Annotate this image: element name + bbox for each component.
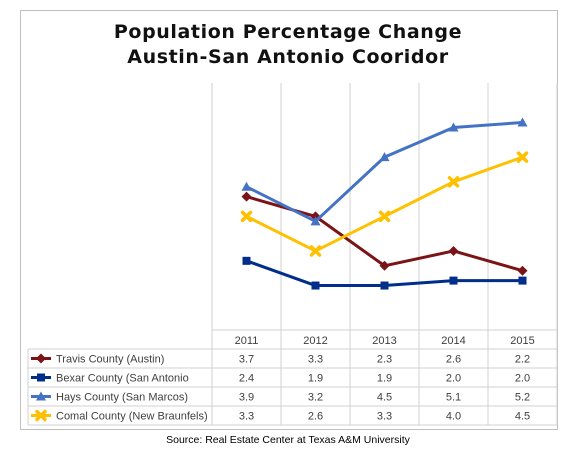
data-point [517, 117, 528, 127]
data-point-stroke [447, 176, 460, 188]
data-point [241, 191, 252, 202]
data-point-stroke [240, 210, 253, 223]
series-1 [242, 256, 527, 290]
data-point [379, 260, 390, 271]
category-label: 2014 [441, 335, 465, 347]
data-point [379, 152, 390, 162]
data-label: 2.4 [239, 373, 254, 385]
category-label: 2013 [372, 335, 396, 347]
series-line [245, 155, 524, 253]
legend-key [31, 409, 51, 422]
category-label: 2015 [510, 335, 534, 347]
category-label: 2011 [235, 335, 259, 347]
data-label: 2.3 [377, 354, 392, 366]
data-point [448, 122, 459, 132]
data-point-stroke [309, 245, 322, 257]
data-label: 3.3 [308, 354, 323, 366]
data-label: 3.7 [239, 354, 254, 366]
legend-label: Travis County (Austin) [56, 354, 164, 366]
data-label: 2.6 [308, 411, 323, 423]
data-point [36, 353, 46, 364]
data-point [447, 176, 460, 188]
data-label: 3.3 [377, 411, 392, 423]
title-line-2: Austin-San Antonio Cooridor [127, 46, 449, 68]
data-label: 5.2 [515, 392, 530, 404]
data-label: 4.0 [446, 411, 461, 423]
data-point-stroke [516, 151, 529, 163]
data-point [36, 391, 46, 401]
data-point [35, 409, 47, 422]
data-label: 5.1 [446, 392, 461, 404]
data-label: 2.0 [446, 373, 461, 385]
legend-key [31, 373, 51, 382]
title-line-1: Population Percentage Change [113, 21, 463, 43]
data-point [517, 265, 528, 276]
data-label: 1.9 [377, 373, 392, 385]
legend-label: Comal County (New Braunfels) [56, 411, 208, 423]
data-label: 1.9 [308, 373, 323, 385]
series-3 [240, 151, 529, 257]
data-label: 3.3 [239, 411, 254, 423]
data-point [378, 210, 391, 223]
data-point [518, 276, 527, 285]
legend-key [31, 353, 51, 364]
chart-title: Population Percentage Change Austin-San … [0, 20, 576, 70]
legend-key [31, 391, 51, 401]
data-point [37, 373, 45, 382]
legend-label: Bexar County (San Antonio [56, 373, 189, 385]
data-point-stroke [378, 210, 391, 223]
source-note: Source: Real Estate Center at Texas A&M … [166, 434, 410, 446]
data-label: 4.5 [377, 392, 392, 404]
series-2 [241, 117, 528, 226]
data-point [516, 151, 529, 163]
data-point [448, 245, 459, 256]
data-label: 3.9 [239, 392, 254, 404]
data-point [311, 281, 320, 290]
data-label: 2.6 [446, 354, 461, 366]
data-point [242, 256, 251, 265]
data-point [241, 181, 252, 191]
data-point [380, 281, 389, 290]
data-label: 3.2 [308, 392, 323, 404]
data-point [240, 210, 253, 223]
legend-label: Hays County (San Marcos) [56, 392, 188, 404]
data-point [449, 276, 458, 285]
data-label: 2.2 [515, 354, 530, 366]
data-point-stroke [35, 409, 47, 422]
data-label: 2.0 [515, 373, 530, 385]
data-point [309, 245, 322, 257]
category-label: 2012 [303, 335, 327, 347]
data-label: 4.5 [515, 411, 530, 423]
data-point [310, 216, 321, 226]
